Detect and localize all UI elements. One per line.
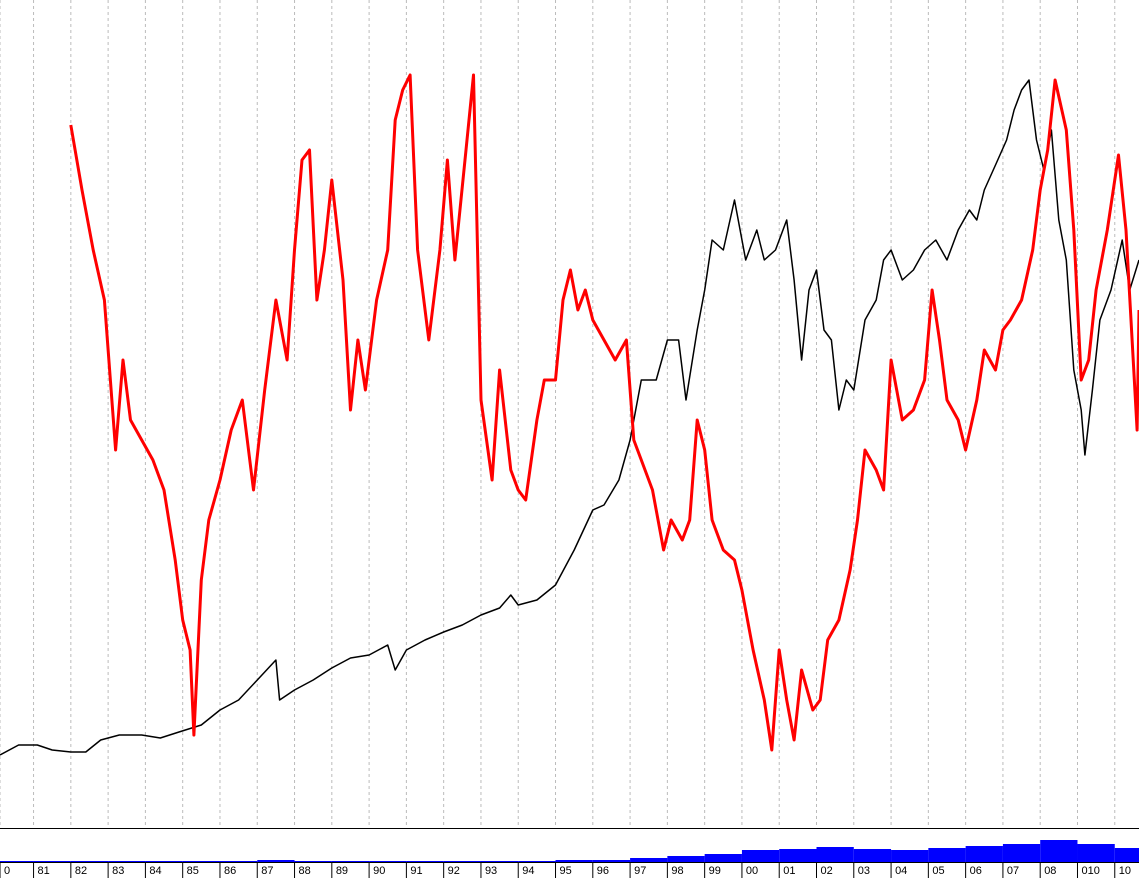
volume-bar bbox=[219, 861, 258, 862]
line-series bbox=[0, 79, 1139, 756]
volume-bar bbox=[1114, 848, 1139, 862]
volume-bar bbox=[1077, 844, 1115, 862]
volume-bar bbox=[592, 860, 631, 862]
x-tick-label: 10 bbox=[1119, 865, 1131, 877]
line-series bbox=[69, 73, 1139, 752]
volume-bar bbox=[443, 861, 481, 862]
x-tick-label: 88 bbox=[299, 865, 311, 877]
volume-bar bbox=[331, 861, 370, 862]
volume-bar bbox=[779, 849, 817, 862]
x-tick-label: 85 bbox=[187, 865, 199, 877]
volume-bar bbox=[33, 861, 71, 862]
volume-bar bbox=[108, 861, 146, 862]
x-tick-label: 84 bbox=[149, 865, 161, 877]
x-tick-label: 99 bbox=[709, 865, 721, 877]
x-tick-label: 05 bbox=[932, 865, 944, 877]
x-tick-label: 01 bbox=[783, 865, 795, 877]
x-tick-label: 08 bbox=[1044, 865, 1056, 877]
x-tick-label: 02 bbox=[821, 865, 833, 877]
volume-bar bbox=[182, 861, 220, 862]
x-tick-label: 98 bbox=[671, 865, 683, 877]
x-tick-label: 86 bbox=[224, 865, 236, 877]
x-tick-label: 96 bbox=[597, 865, 609, 877]
volume-bar bbox=[1040, 840, 1078, 862]
x-tick-label: 07 bbox=[1007, 865, 1019, 877]
x-tick-label: 95 bbox=[560, 865, 572, 877]
x-tick-label: 0 bbox=[4, 865, 10, 877]
x-tick-label: 04 bbox=[895, 865, 907, 877]
x-tick-label: 00 bbox=[746, 865, 758, 877]
volume-bar bbox=[853, 849, 892, 862]
volume-bar bbox=[369, 861, 407, 862]
volume-bar bbox=[257, 860, 295, 862]
volume-bar bbox=[555, 860, 593, 862]
volume-bar bbox=[1002, 844, 1041, 862]
volume-bar bbox=[518, 861, 556, 862]
volume-bar bbox=[294, 861, 332, 862]
x-tick-label: 81 bbox=[38, 865, 50, 877]
x-tick-label: 87 bbox=[261, 865, 273, 877]
volume-bar bbox=[704, 854, 742, 862]
x-tick-label: 82 bbox=[75, 865, 87, 877]
volume-bar bbox=[406, 861, 444, 862]
x-tick-label: 83 bbox=[112, 865, 124, 877]
x-tick-label: 89 bbox=[336, 865, 348, 877]
x-tick-label: 03 bbox=[858, 865, 870, 877]
volume-bar bbox=[965, 846, 1003, 862]
x-tick-label: 94 bbox=[522, 865, 534, 877]
volume-bar bbox=[630, 858, 668, 862]
x-tick-label: 91 bbox=[410, 865, 422, 877]
volume-bar bbox=[480, 861, 519, 862]
volume-bar bbox=[667, 856, 705, 862]
x-tick-label: 97 bbox=[634, 865, 646, 877]
volume-bar bbox=[145, 861, 183, 862]
volume-bar bbox=[928, 848, 966, 862]
x-tick-label: 06 bbox=[970, 865, 982, 877]
volume-bar bbox=[0, 861, 34, 862]
volume-bar bbox=[816, 847, 854, 862]
x-tick-label: 010 bbox=[1081, 865, 1099, 877]
x-tick-label: 90 bbox=[373, 865, 385, 877]
volume-bar bbox=[70, 861, 109, 862]
volume-bar bbox=[741, 850, 780, 862]
x-tick-label: 93 bbox=[485, 865, 497, 877]
volume-bar bbox=[891, 850, 929, 862]
x-tick-label: 92 bbox=[448, 865, 460, 877]
